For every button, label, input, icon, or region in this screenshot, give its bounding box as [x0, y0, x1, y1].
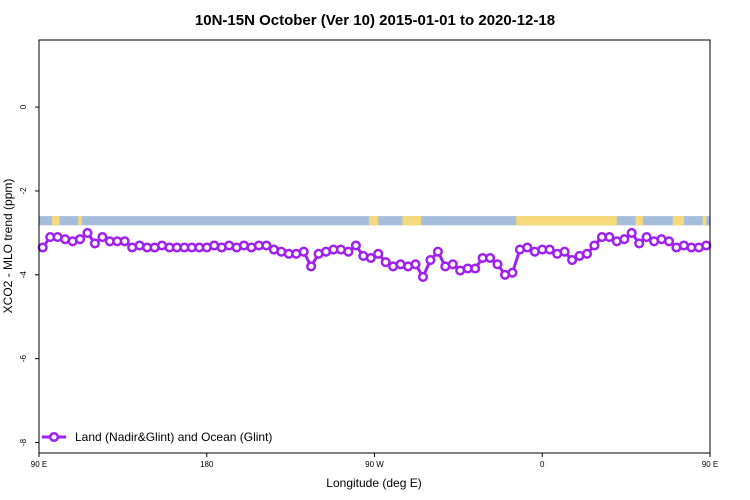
x-tick-label: 180 [200, 460, 214, 469]
y-axis: 0 -2 -4 -6 -8 [19, 104, 39, 446]
data-point [634, 238, 645, 249]
data-point [522, 242, 533, 253]
data-point [119, 236, 130, 247]
y-tick-label: -4 [19, 271, 28, 279]
y-tick-label: -6 [19, 355, 28, 363]
data-point [701, 240, 712, 251]
y-tick-label: 0 [19, 104, 28, 109]
land-segment-7 [702, 216, 707, 226]
data-point [447, 259, 458, 270]
x-axis: 90 E 180 90 W 0 90 E [31, 453, 718, 469]
data-point [343, 246, 354, 257]
data-point [298, 246, 309, 257]
data-point [365, 252, 376, 264]
data-point [373, 248, 384, 259]
data-point [485, 252, 496, 264]
data-point [37, 242, 48, 253]
land-segment-6 [672, 216, 684, 226]
data-point [74, 234, 86, 245]
data-point [604, 232, 615, 243]
legend-marker [48, 431, 60, 443]
land-segment-5 [635, 216, 643, 226]
data-point [410, 259, 421, 270]
data-point [425, 255, 436, 266]
data-point [470, 263, 481, 274]
data-point [261, 240, 272, 251]
data-point [432, 246, 443, 257]
data-point [306, 261, 317, 272]
x-tick-label: 90 W [365, 460, 384, 469]
data-point [619, 234, 630, 245]
data-point [581, 248, 593, 259]
legend-label: Land (Nadir&Glint) and Ocean (Glint) [75, 430, 272, 444]
land-segment-1 [78, 216, 82, 226]
data-point [380, 257, 391, 268]
plot-area [37, 216, 712, 282]
land-segment-3 [402, 216, 422, 226]
chart-title: 10N-15N October (Ver 10) 2015-01-01 to 2… [195, 12, 555, 29]
legend: Land (Nadir&Glint) and Ocean (Glint) [42, 430, 272, 444]
land-segment-4 [516, 216, 617, 226]
data-point [507, 267, 518, 278]
data-point [663, 236, 675, 247]
data-point [626, 227, 637, 238]
data-point [544, 244, 555, 255]
data-point [97, 232, 108, 243]
data-point [641, 232, 652, 243]
y-tick-label: -2 [19, 187, 28, 195]
data-point [350, 240, 361, 251]
y-axis-label: XCO2 - MLO trend (ppm) [1, 179, 15, 314]
data-point [589, 240, 600, 251]
data-point [417, 271, 429, 282]
data-point [492, 259, 503, 270]
data-point [559, 246, 570, 257]
y-tick-label: -8 [19, 438, 28, 446]
data-point [567, 255, 578, 266]
land-segment-0 [52, 216, 60, 226]
data-point [82, 227, 93, 238]
x-tick-label: 90 E [31, 460, 47, 469]
x-tick-label: 0 [540, 460, 545, 469]
x-tick-label: 90 E [702, 460, 718, 469]
x-axis-label: Longitude (deg E) [326, 476, 421, 490]
land-segment-2 [368, 216, 379, 226]
data-point [89, 238, 100, 249]
